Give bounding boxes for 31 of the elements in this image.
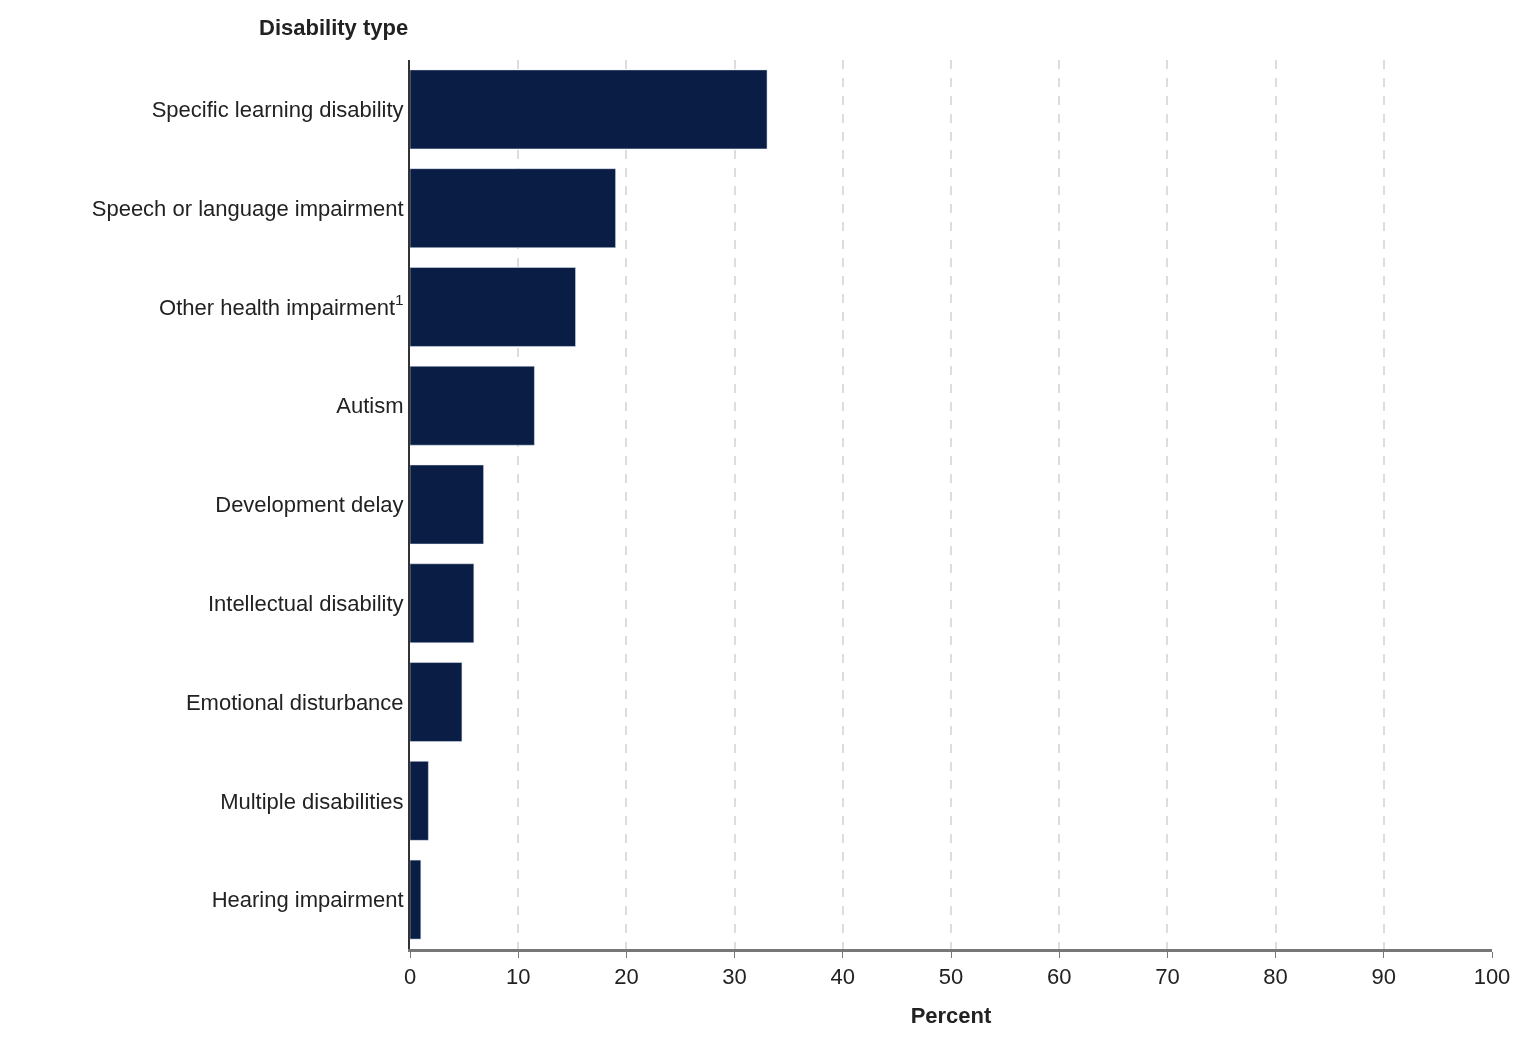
- x-tick-label: 60: [1046, 964, 1072, 990]
- bar: [410, 563, 475, 644]
- x-tick-label: 30: [722, 964, 747, 990]
- x-tick-label: 0: [403, 964, 417, 990]
- bar: [410, 859, 422, 940]
- y-tick-label: Intellectual disability: [207, 590, 404, 616]
- bar: [410, 69, 768, 150]
- bar: [410, 267, 576, 347]
- y-tick-label: Emotional disturbance: [185, 689, 404, 715]
- x-tick-label: 70: [1155, 964, 1180, 990]
- x-axis-title: Percent: [910, 1003, 993, 1029]
- bar: [410, 464, 484, 545]
- x-tick-label: 40: [830, 964, 856, 990]
- x-tick-label: 50: [938, 964, 964, 990]
- y-tick-label: Autism: [336, 393, 404, 419]
- y-tick-label: Development delay: [215, 492, 404, 518]
- y-axis-title: Disability type: [259, 15, 409, 40]
- x-tick-label: 20: [614, 964, 639, 990]
- y-tick-label: Multiple disabilities: [220, 788, 404, 814]
- x-tick-label: 10: [505, 964, 531, 990]
- y-tick-label: Specific learning disability: [151, 97, 404, 123]
- x-tick-label: 100: [1473, 964, 1511, 990]
- bar: [410, 168, 616, 248]
- y-tick-label: Hearing impairment: [211, 887, 404, 913]
- x-tick-label: 80: [1263, 964, 1288, 990]
- y-tick-label: Other health impairment$^{1}$: [159, 291, 404, 320]
- bar: [410, 662, 463, 742]
- y-tick-label: Speech or language impairment: [91, 195, 404, 221]
- x-tick-label: 90: [1371, 964, 1397, 990]
- bar: [410, 365, 535, 446]
- bar: [410, 761, 429, 841]
